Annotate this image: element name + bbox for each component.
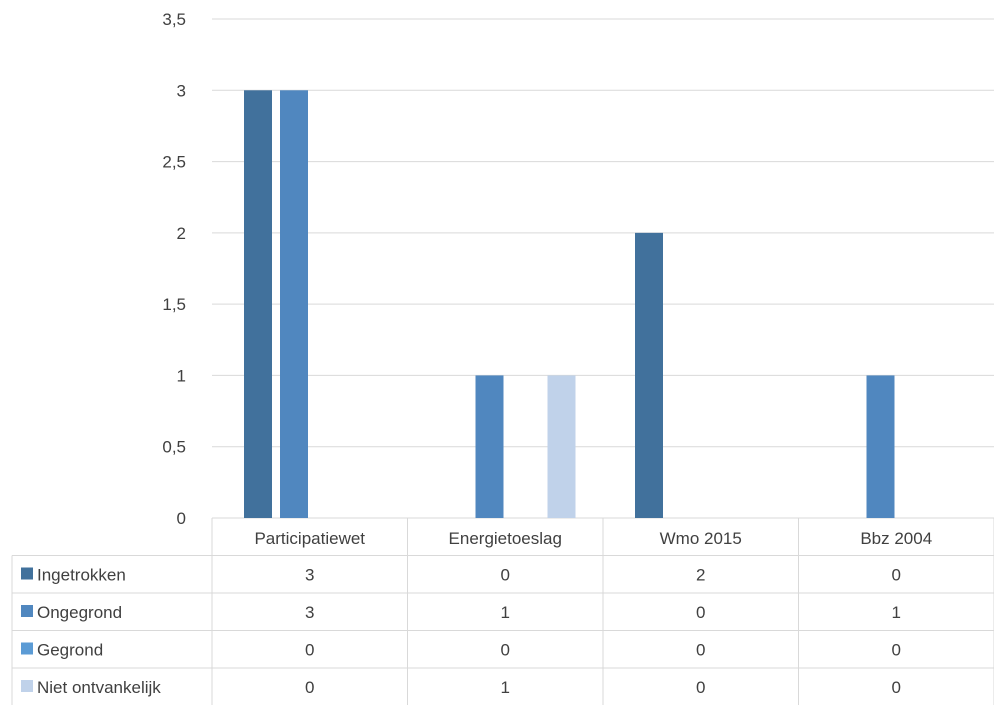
data-table: Participatiewet Energietoeslag Wmo 2015 Bbz… (11, 518, 994, 705)
table-cell: 0 (501, 641, 510, 660)
gridlines (212, 18, 994, 519)
legend-label: Niet ontvankelijk (37, 678, 161, 697)
y-tick-label: 1 (177, 366, 186, 385)
table-cell: 1 (892, 603, 901, 622)
legend-key (21, 567, 33, 580)
y-tick-label: 3 (177, 81, 186, 100)
y-tick-label: 2,5 (162, 153, 186, 172)
bar-ongegrond-participatiewet (280, 90, 308, 519)
table-cell: 2 (696, 566, 705, 585)
table-cell: 0 (892, 566, 901, 585)
x-category-label: Participatiewet (254, 529, 365, 548)
bar-ingetrokken-wmo-2015 (635, 232, 663, 518)
legend-key (21, 642, 33, 655)
legend-label: Gegrond (37, 641, 103, 660)
table-cell: 0 (892, 641, 901, 660)
table-cell: 0 (305, 641, 314, 660)
bar-ongegrond-bbz-2004 (866, 375, 895, 518)
table-cell: 3 (305, 603, 314, 622)
y-tick-label: 3,5 (162, 10, 186, 29)
bars (244, 90, 895, 519)
table-cell: 0 (305, 678, 314, 697)
table-cell: 0 (501, 566, 510, 585)
legend-label: Ingetrokken (37, 566, 126, 585)
x-category-label: Energietoeslag (449, 529, 562, 548)
table-cell: 0 (696, 603, 705, 622)
y-tick-label: 0 (177, 509, 186, 528)
bar-niet-ontvankelijk-energietoeslag (547, 375, 576, 518)
bar-ingetrokken-participatiewet (244, 90, 272, 519)
y-tick-label: 1,5 (162, 295, 186, 314)
legend-label: Ongegrond (37, 603, 122, 622)
y-tick-label: 2 (177, 224, 186, 243)
legend-key (21, 605, 33, 617)
table-cell: 1 (501, 678, 510, 697)
x-category-label: Bbz 2004 (860, 529, 932, 548)
table-cell: 0 (696, 641, 705, 660)
legend-key (21, 680, 33, 692)
table-cell: 1 (501, 603, 510, 622)
table-cell: 0 (892, 678, 901, 697)
bar-ongegrond-energietoeslag (475, 375, 504, 518)
y-tick-label: 0,5 (162, 438, 186, 457)
x-category-label: Wmo 2015 (660, 529, 742, 548)
y-axis-tick-labels: 0 0,5 1 1,5 2 2,5 3 3,5 (162, 10, 186, 528)
table-cell: 0 (696, 678, 705, 697)
table-cell: 3 (305, 566, 314, 585)
